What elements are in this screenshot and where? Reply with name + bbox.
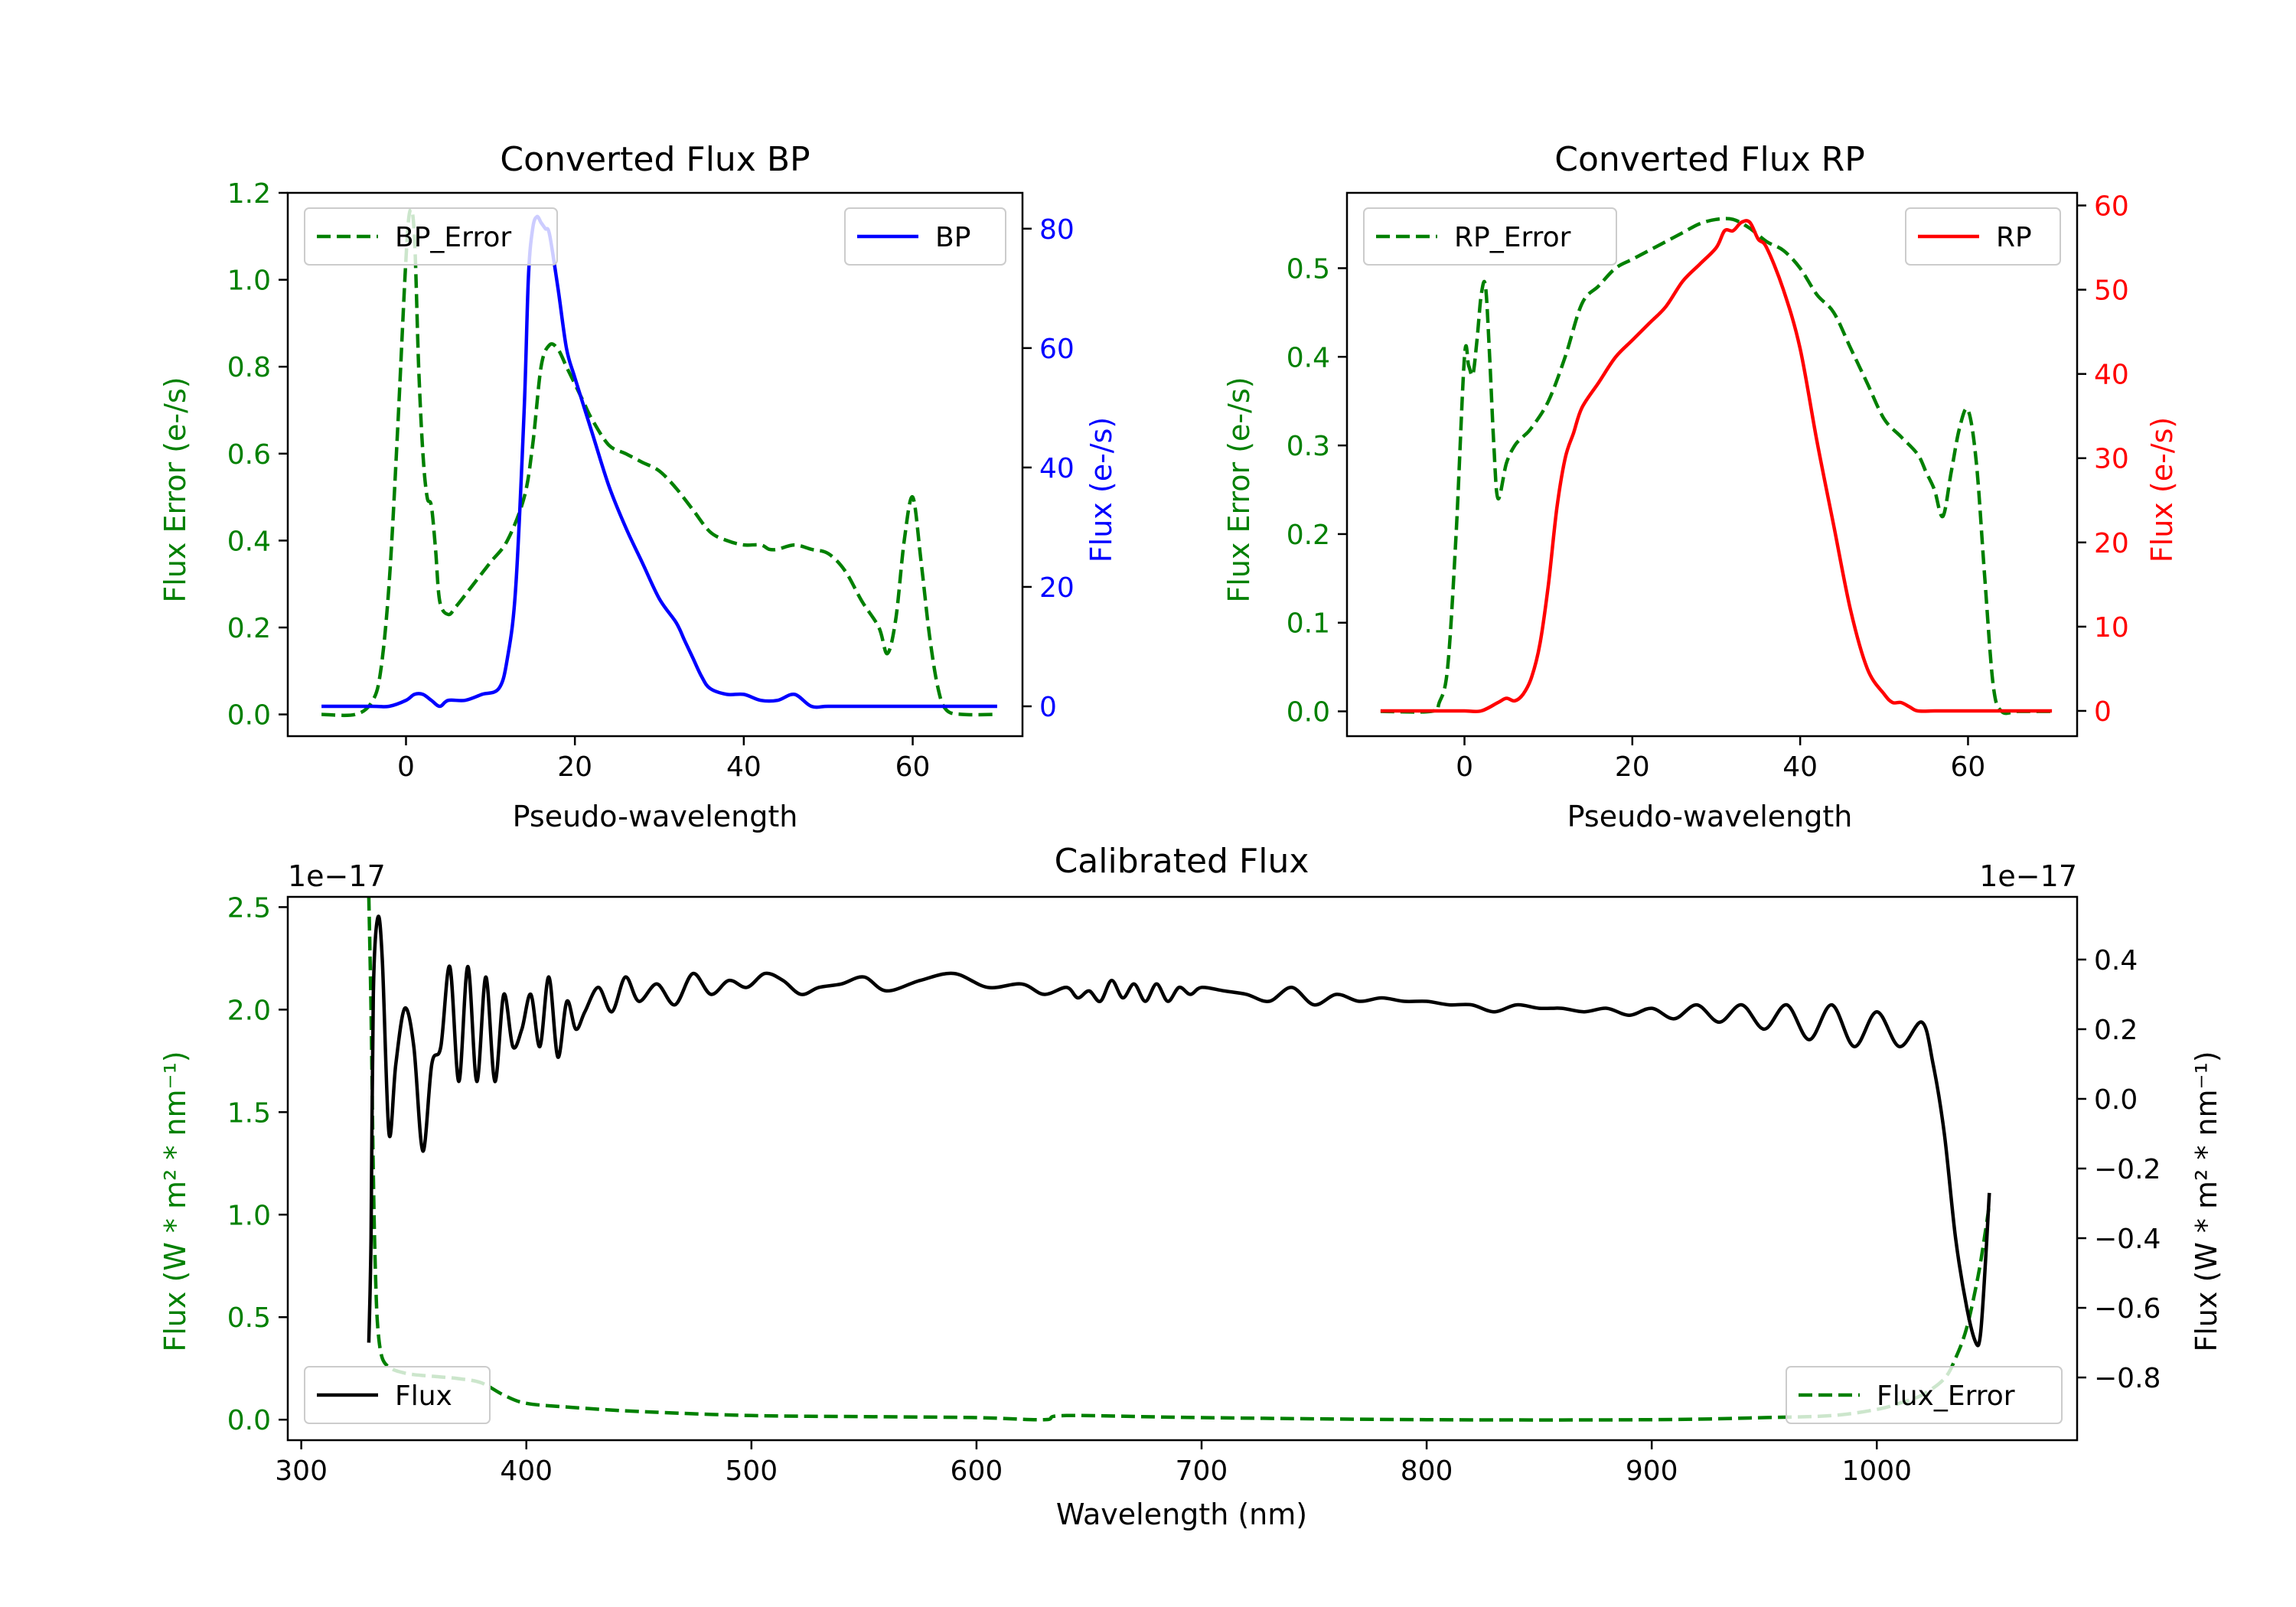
x-axis-label: Pseudo-wavelength [513,800,798,833]
y-tick-label-right: −0.6 [2094,1293,2161,1325]
y-tick-label-left: 1.0 [227,266,271,297]
y-tick-label-right: 0.2 [2094,1015,2138,1046]
x-tick-label: 20 [1615,751,1650,783]
legend-label: RP_Error [1454,222,1571,253]
y-tick-label-right: 0.4 [2094,945,2138,976]
x-tick-label: 900 [1626,1455,1678,1487]
plot-area: 0 20 40 60 0.0 0.2 0.4 0.6 0.8 1.0 1.2 0 20 40 60 80 BP_… [227,178,1075,783]
y-tick-label-left: 2.5 [227,892,271,924]
x-axis-label: Pseudo-wavelength [1567,800,1853,833]
y-axis-label-left: Flux Error (e-/s) [1222,376,1256,602]
y-axis-label-right: Flux (e-/s) [1084,417,1118,562]
legend-rp-error: RP_Error [1363,207,1617,266]
x-tick-label: 60 [895,751,931,783]
legend-label: Flux [395,1380,452,1412]
plot-area: 300 400 500 600 700 800 900 1000 0.0 0.5 1.0 1.5 2.0… [227,892,2161,1487]
y-axis-label-right: Flux (W * m² * nm⁻¹) [2190,1051,2223,1351]
y-tick-label-left: 0.4 [227,526,271,557]
chart-bp: Converted Flux BP Pseudo-wavelength Flux… [158,140,1118,833]
chart-title: Converted Flux BP [500,140,810,179]
legend-label: Flux_Error [1877,1380,2015,1412]
y-tick-label-left: 0.3 [1287,431,1330,462]
y-tick-label-left: 1.2 [227,178,271,210]
offset-label-left: 1e−17 [288,859,386,893]
y-tick-label-right: 20 [1039,572,1075,604]
y-tick-label-right: 60 [2094,191,2129,223]
x-tick-label: 600 [951,1455,1003,1487]
series-line-rp_error [1380,217,2053,715]
x-tick-label: 800 [1401,1455,1453,1487]
x-tick-label: 40 [1782,751,1818,783]
y-tick-label-right: 0.0 [2094,1084,2138,1116]
y-tick-label-left: 1.0 [227,1200,271,1231]
legend-label: BP [935,222,970,253]
plot-frame [1345,191,2079,738]
x-tick-label: 20 [557,751,592,783]
y-tick-label-right: 10 [2094,612,2129,644]
x-tick-label: 60 [1951,751,1986,783]
y-tick-label-left: 0.2 [1287,520,1330,551]
y-axis-label-left: Flux Error (e-/s) [158,376,192,602]
legend-bp-error: BP_Error [304,207,558,266]
chart-title: Calibrated Flux [1055,842,1309,881]
y-tick-label-left: 2.0 [227,995,271,1026]
x-tick-label: 500 [725,1455,778,1487]
y-tick-label-right: −0.4 [2094,1224,2161,1255]
y-tick-label-right: −0.8 [2094,1363,2161,1394]
y-tick-label-right: 0 [1039,692,1057,723]
x-tick-label: 1000 [1841,1455,1912,1487]
series-line-bp [321,214,997,709]
series-line-flux [367,914,1991,1348]
chart-calibrated: Calibrated Flux Wavelength (nm) 1e−17 1e… [158,842,2223,1531]
y-tick-label-right: 40 [1039,453,1075,484]
y-tick-label-left: 0.5 [227,1302,271,1334]
x-tick-label: 0 [1456,751,1473,783]
plot-frame [286,191,1024,738]
legend-rp: RP [1905,207,2061,266]
y-tick-label-right: 20 [2094,528,2129,559]
x-tick-label: 400 [500,1455,553,1487]
y-axis-label-left: Flux (W * m² * nm⁻¹) [158,1051,192,1351]
y-tick-label-right: 50 [2094,275,2129,307]
y-axis-label-right: Flux (e-/s) [2145,417,2179,562]
x-tick-label: 700 [1176,1455,1228,1487]
y-tick-label-left: 0.2 [227,613,271,644]
legend-flux: Flux [304,1366,491,1424]
y-tick-label-left: 0.1 [1287,608,1330,640]
legend-bp: BP [844,207,1006,266]
x-tick-label: 0 [397,751,415,783]
y-tick-label-right: 80 [1039,214,1075,246]
y-tick-label-left: 0.4 [1287,342,1330,373]
y-tick-label-right: 60 [1039,334,1075,365]
legend-flux-error: Flux_Error [1786,1366,2063,1424]
y-tick-label-left: 0.0 [1287,697,1330,729]
y-tick-label-left: 0.8 [227,352,271,383]
y-tick-label-left: 0.5 [1287,253,1330,285]
legend-label: BP_Error [395,222,511,253]
plot-area: 0 20 40 60 0.0 0.1 0.2 0.3 0.4 0.5 0 10 20 30 40 50 60 RP… [1287,191,2129,783]
x-tick-label: 40 [726,751,762,783]
y-tick-label-right: 30 [2094,444,2129,475]
y-tick-label-left: 0.0 [227,1405,271,1436]
y-tick-label-left: 0.6 [227,439,271,471]
y-tick-label-right: 40 [2094,360,2129,391]
y-tick-label-right: −0.2 [2094,1154,2161,1185]
y-tick-label-left: 0.0 [227,700,271,732]
x-axis-label: Wavelength (nm) [1056,1498,1307,1531]
offset-label-right: 1e−17 [1979,859,2077,893]
y-tick-label-right: 0 [2094,696,2112,728]
legend-label: RP [1996,222,2032,253]
chart-title: Converted Flux RP [1554,140,1865,179]
chart-rp: Converted Flux RP Pseudo-wavelength Flux… [1222,140,2179,833]
series-line-rp [1380,219,2053,714]
y-tick-label-left: 1.5 [227,1097,271,1129]
x-tick-label: 300 [275,1455,328,1487]
